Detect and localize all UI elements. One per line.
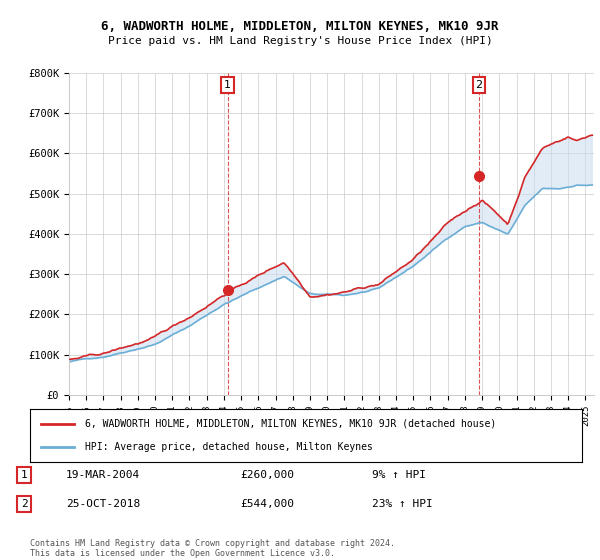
Text: 2: 2 [475,80,482,90]
Text: 6, WADWORTH HOLME, MIDDLETON, MILTON KEYNES, MK10 9JR: 6, WADWORTH HOLME, MIDDLETON, MILTON KEY… [101,20,499,32]
Text: £544,000: £544,000 [240,499,294,509]
Text: 2: 2 [20,499,28,509]
Text: 19-MAR-2004: 19-MAR-2004 [66,470,140,480]
Text: Contains HM Land Registry data © Crown copyright and database right 2024.
This d: Contains HM Land Registry data © Crown c… [30,539,395,558]
Text: 25-OCT-2018: 25-OCT-2018 [66,499,140,509]
Text: £260,000: £260,000 [240,470,294,480]
Text: HPI: Average price, detached house, Milton Keynes: HPI: Average price, detached house, Milt… [85,442,373,452]
Text: 6, WADWORTH HOLME, MIDDLETON, MILTON KEYNES, MK10 9JR (detached house): 6, WADWORTH HOLME, MIDDLETON, MILTON KEY… [85,419,496,429]
Text: 9% ↑ HPI: 9% ↑ HPI [372,470,426,480]
Text: Price paid vs. HM Land Registry's House Price Index (HPI): Price paid vs. HM Land Registry's House … [107,36,493,46]
Text: 1: 1 [20,470,28,480]
Text: 23% ↑ HPI: 23% ↑ HPI [372,499,433,509]
Text: 1: 1 [224,80,231,90]
